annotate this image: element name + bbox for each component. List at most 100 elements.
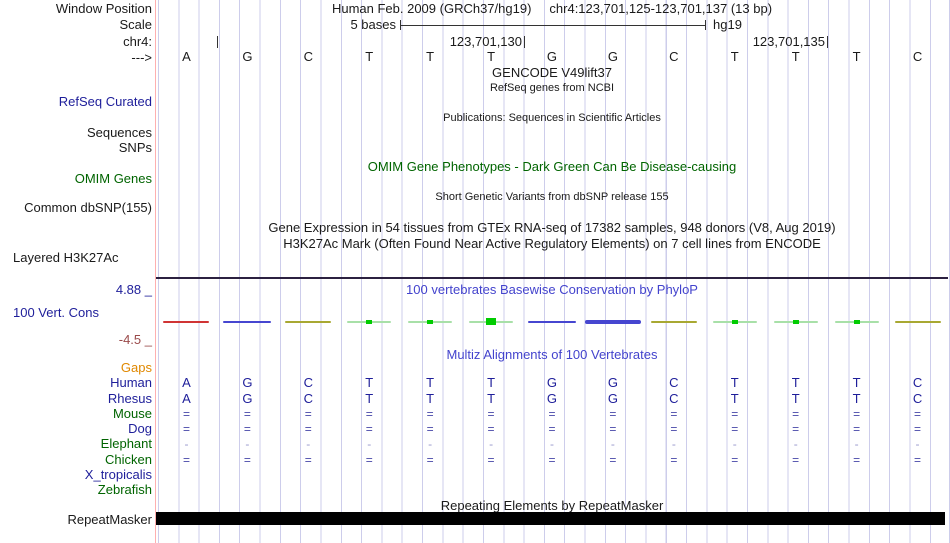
- multiz-cell: G: [242, 391, 253, 406]
- sequence-base: G: [607, 49, 618, 64]
- conservation-peak[interactable]: [731, 320, 738, 324]
- repeatmasker-feature-bar[interactable]: [156, 512, 945, 525]
- ruler-tick-label: 123,701,130: [449, 34, 522, 49]
- multiz-cell: G: [546, 375, 558, 390]
- multiz-cell: -: [428, 437, 433, 451]
- multiz-cell: =: [670, 407, 678, 421]
- multiz-cell: A: [182, 375, 191, 390]
- track-label-sequences: Sequences: [86, 125, 152, 140]
- ruler-tick: [524, 36, 525, 48]
- sequence-base: A: [182, 49, 191, 64]
- multiz-cell: =: [304, 407, 312, 421]
- conservation-peak[interactable]: [486, 318, 497, 325]
- ruler-tick: [217, 36, 218, 48]
- multiz-cell: =: [487, 407, 495, 421]
- multiz-cell: =: [548, 407, 556, 421]
- multiz-cell: T: [487, 375, 496, 390]
- assembly-title: Human Feb. 2009 (GRCh37/hg19): [331, 1, 532, 16]
- multiz-cell: =: [609, 407, 617, 421]
- chrom-label: chr4:: [123, 34, 152, 49]
- track-title-publications[interactable]: Publications: Sequences in Scientific Ar…: [443, 112, 661, 124]
- sequence-base: T: [426, 49, 435, 64]
- conservation-mark[interactable]: [894, 321, 941, 323]
- multiz-cell: =: [914, 407, 922, 421]
- conservation-mark[interactable]: [285, 321, 332, 323]
- track-title-omim[interactable]: OMIM Gene Phenotypes - Dark Green Can Be…: [367, 159, 737, 174]
- multiz-cell: =: [426, 453, 434, 467]
- multiz-cell: =: [365, 407, 373, 421]
- strand-arrow-label: --->: [131, 50, 152, 65]
- multiz-cell: C: [303, 375, 313, 390]
- multiz-cell: =: [609, 422, 617, 436]
- sequence-base: T: [852, 49, 861, 64]
- base-gridlines: [158, 0, 950, 543]
- multiz-cell: -: [671, 437, 676, 451]
- track-title-gencode[interactable]: GENCODE V49lift37: [492, 65, 612, 80]
- multiz-cell: T: [426, 391, 435, 406]
- multiz-cell: =: [914, 422, 922, 436]
- sequence-base: T: [365, 49, 374, 64]
- multiz-cell: -: [489, 437, 494, 451]
- sequence-base: C: [303, 49, 313, 64]
- conservation-scale-max: 4.88 _: [115, 282, 152, 297]
- scale-bar: [400, 20, 706, 30]
- multiz-cell: -: [549, 437, 554, 451]
- multiz-cell: =: [426, 407, 434, 421]
- multiz-species-label-dog: Dog: [128, 421, 152, 436]
- track-title-refseq[interactable]: RefSeq genes from NCBI: [489, 82, 615, 94]
- multiz-cell: =: [731, 453, 739, 467]
- multiz-cell: =: [670, 453, 678, 467]
- sequence-base: T: [730, 49, 739, 64]
- multiz-species-label-elephant: Elephant: [100, 436, 152, 451]
- multiz-cell: =: [426, 422, 434, 436]
- conservation-mark[interactable]: [163, 321, 210, 323]
- multiz-cell: =: [792, 422, 800, 436]
- multiz-cell: =: [792, 453, 800, 467]
- multiz-cell: C: [912, 375, 923, 390]
- multiz-species-label-chicken: Chicken: [105, 452, 152, 467]
- conservation-mark[interactable]: [223, 321, 272, 323]
- multiz-cell: T: [852, 391, 861, 406]
- window-position-label: Window Position: [55, 1, 152, 16]
- track-title-conservation[interactable]: 100 vertebrates Basewise Conservation by…: [406, 282, 698, 297]
- conservation-peak[interactable]: [853, 320, 860, 324]
- multiz-cell: =: [853, 422, 861, 436]
- conservation-mark[interactable]: [584, 320, 641, 324]
- multiz-cell: -: [306, 437, 311, 451]
- multiz-species-label-rhesus: Rhesus: [107, 391, 152, 406]
- track-title-h3k27ac[interactable]: H3K27Ac Mark (Often Found Near Active Re…: [283, 236, 821, 251]
- multiz-cell: T: [852, 375, 861, 390]
- multiz-cell: A: [182, 391, 191, 406]
- conservation-mark[interactable]: [650, 321, 697, 323]
- multiz-cell: -: [184, 437, 189, 451]
- track-title-gtex[interactable]: Gene Expression in 54 tissues from GTEx …: [268, 220, 836, 235]
- multiz-species-label-human: Human: [110, 375, 152, 390]
- multiz-cell: T: [365, 375, 374, 390]
- track-left-edge-line: [155, 0, 156, 543]
- multiz-cell: =: [365, 422, 373, 436]
- track-label-repeatmasker: RepeatMasker: [67, 512, 152, 527]
- multiz-cell: =: [609, 453, 617, 467]
- sequence-base: G: [242, 49, 253, 64]
- track-title-dbsnp[interactable]: Short Genetic Variants from dbSNP releas…: [435, 191, 669, 203]
- multiz-cell: -: [610, 437, 615, 451]
- conservation-peak[interactable]: [427, 320, 434, 324]
- conservation-peak[interactable]: [792, 320, 799, 324]
- multiz-cell: =: [243, 422, 251, 436]
- track-title-repeatmasker[interactable]: Repeating Elements by RepeatMasker: [440, 498, 664, 513]
- track-label-omim-genes: OMIM Genes: [74, 171, 152, 186]
- multiz-species-label-x_tropicalis: X_tropicalis: [84, 467, 152, 482]
- multiz-cell: T: [426, 375, 435, 390]
- track-title-multiz[interactable]: Multiz Alignments of 100 Vertebrates: [446, 347, 658, 362]
- multiz-cell: =: [182, 407, 190, 421]
- conservation-peak[interactable]: [366, 320, 373, 324]
- multiz-species-label-zebrafish: Zebrafish: [97, 482, 152, 497]
- multiz-cell: =: [304, 422, 312, 436]
- conservation-scale-min: -4.5 _: [118, 332, 152, 347]
- track-label-100-vert-cons: 100 Vert. Cons: [13, 305, 99, 320]
- multiz-cell: =: [731, 407, 739, 421]
- scale-row-label: Scale: [119, 17, 152, 32]
- multiz-cell: =: [182, 422, 190, 436]
- multiz-cell: T: [730, 391, 739, 406]
- conservation-mark[interactable]: [527, 321, 576, 323]
